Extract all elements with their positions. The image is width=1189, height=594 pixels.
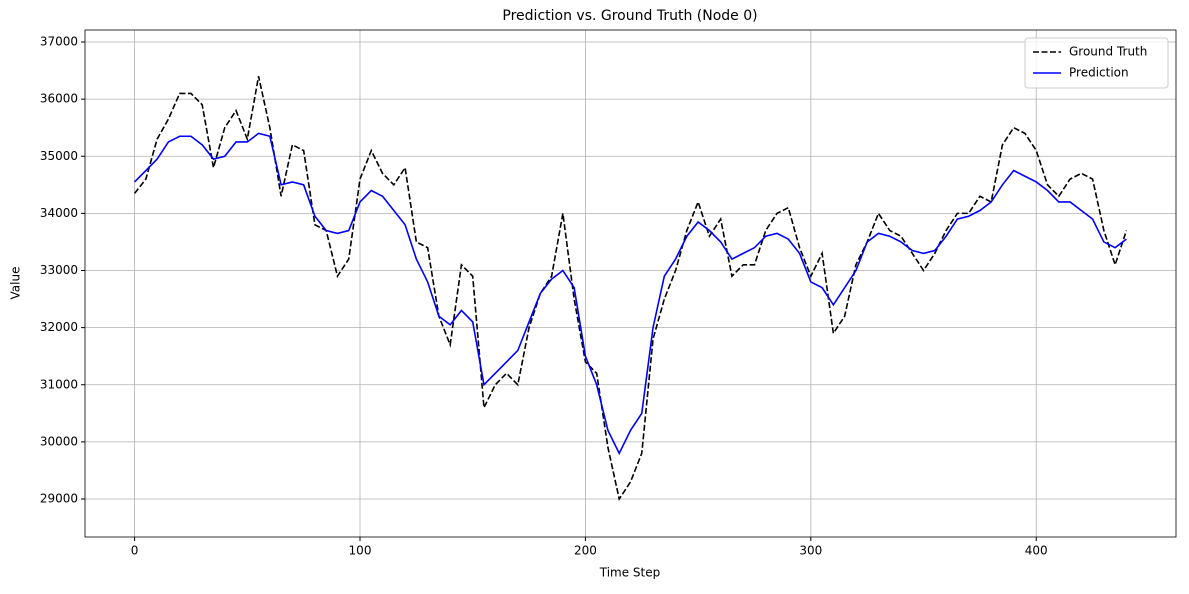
legend-label: Prediction [1069, 66, 1129, 80]
plot-frame [84, 29, 1177, 538]
x-tick-label: 400 [1025, 544, 1048, 558]
y-tick-label: 35000 [40, 149, 78, 163]
x-tick-label: 300 [799, 544, 822, 558]
y-tick-label: 36000 [40, 92, 78, 106]
x-tick-label: 0 [131, 544, 139, 558]
y-axis-label: Value [9, 267, 23, 300]
x-tick-label: 100 [349, 544, 372, 558]
y-tick-label: 29000 [40, 492, 78, 506]
legend-box [1024, 37, 1169, 89]
y-tick-label: 33000 [40, 263, 78, 277]
data-line [134, 132, 1127, 456]
y-tick-label: 37000 [40, 34, 78, 48]
y-tick-label: 32000 [40, 320, 78, 334]
legend-label: Ground Truth [1069, 45, 1147, 59]
y-tick-label: 34000 [40, 206, 78, 220]
x-tick-label: 200 [574, 544, 597, 558]
x-axis-label: Time Step [599, 566, 661, 580]
chart-title: Prediction vs. Ground Truth (Node 0) [502, 8, 757, 24]
y-tick-label: 31000 [40, 377, 78, 391]
y-tick-label: 30000 [40, 434, 78, 448]
